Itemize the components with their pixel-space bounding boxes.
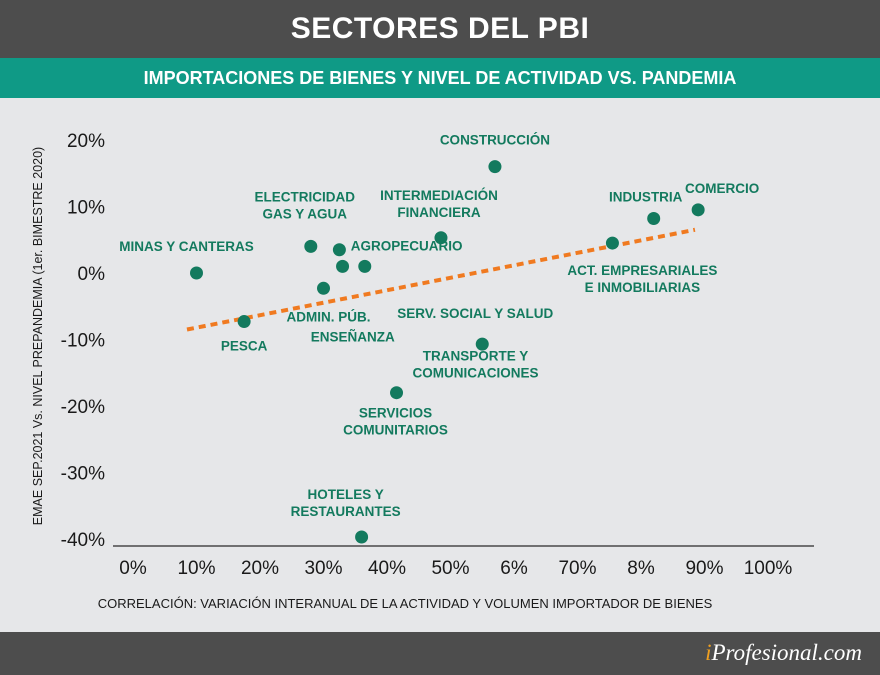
x-tick-label: 100%	[744, 558, 793, 579]
point-label: SERVICIOS COMUNITARIOS	[343, 406, 448, 438]
x-tick-label: 10%	[177, 558, 215, 579]
x-tick-label: 8%	[627, 558, 655, 579]
data-point	[434, 231, 448, 245]
x-tick-label: 20%	[241, 558, 279, 579]
footer-bar: iProfesional.com	[0, 632, 880, 675]
x-tick-label: 6%	[500, 558, 528, 579]
scatter-chart: 20% 10% 0% -10% -20% -30% -40% 0% 10% 20% 30% 40% 5…	[31, 131, 814, 611]
y-tick-label: 10%	[67, 198, 105, 219]
point-label-line: ELECTRICIDAD	[255, 189, 356, 204]
brand-prefix: i	[705, 640, 712, 665]
point-label-line: FINANCIERA	[397, 205, 480, 220]
point-label-line: COMUNITARIOS	[343, 423, 448, 438]
data-points	[190, 160, 705, 544]
point-label: MINAS Y CANTERAS	[119, 239, 254, 254]
y-tick-label: -20%	[61, 397, 105, 418]
y-tick-label: -10%	[61, 331, 105, 352]
point-label-line: ACT. EMPRESARIALES	[567, 263, 717, 278]
point-label: CONSTRUCCIÓN	[440, 133, 550, 148]
x-tick-label: 50%	[431, 558, 469, 579]
point-label-line: E INMOBILIARIAS	[585, 280, 701, 295]
footnote: CORRELACIÓN: VARIACIÓN INTERANUAL DE LA …	[98, 596, 713, 611]
brand-name: Profesional.com	[711, 640, 862, 665]
data-point	[488, 160, 502, 174]
point-label: ENSEÑANZA	[311, 329, 395, 344]
point-label: TRANSPORTE Y COMUNICACIONES	[413, 349, 539, 381]
data-point	[317, 281, 330, 295]
y-tick-label: -40%	[61, 530, 105, 551]
x-tick-label: 30%	[304, 558, 342, 579]
point-label-line: RESTAURANTES	[291, 504, 401, 519]
point-label: PESCA	[221, 339, 268, 354]
data-point	[647, 211, 661, 225]
data-point	[304, 239, 318, 253]
point-label: HOTELES Y RESTAURANTES	[291, 487, 401, 519]
y-tick-label: -30%	[61, 464, 105, 485]
x-axis-ticks: 0% 10% 20% 30% 40% 50% 6% 70% 8% 90% 100%	[119, 558, 792, 579]
data-point	[355, 530, 369, 544]
x-tick-label: 0%	[119, 558, 147, 579]
data-point	[190, 266, 203, 280]
y-tick-label: 0%	[78, 264, 106, 285]
point-label-line: COMUNICACIONES	[413, 366, 539, 381]
point-label: ACT. EMPRESARIALES E INMOBILIARIAS	[567, 263, 717, 295]
chart-subtitle: IMPORTACIONES DE BIENES Y NIVEL DE ACTIV…	[0, 58, 880, 98]
x-tick-label: 70%	[558, 558, 596, 579]
data-point	[237, 315, 251, 329]
point-label-line: GAS Y AGUA	[263, 206, 348, 221]
data-point	[390, 386, 404, 400]
point-label: INTERMEDIACIÓN FINANCIERA	[380, 188, 498, 220]
point-label: COMERCIO	[685, 181, 759, 196]
point-label: SERV. SOCIAL Y SALUD	[397, 306, 553, 321]
x-tick-label: 90%	[685, 558, 723, 579]
point-label-line: TRANSPORTE Y	[423, 349, 529, 364]
y-tick-label: 20%	[67, 131, 105, 152]
point-label: ADMIN. PÚB.	[287, 309, 371, 324]
point-label: AGROPECUARIO	[351, 238, 463, 253]
point-label-line: INTERMEDIACIÓN	[380, 188, 498, 203]
chart-title: SECTORES DEL PBI	[0, 0, 880, 58]
point-label: ELECTRICIDAD GAS Y AGUA	[255, 189, 356, 221]
data-point	[691, 203, 705, 217]
data-point	[475, 337, 489, 351]
point-label: INDUSTRIA	[609, 189, 683, 204]
data-point	[336, 259, 350, 273]
y-axis-ticks: 20% 10% 0% -10% -20% -30% -40%	[61, 131, 105, 551]
point-label-line: SERVICIOS	[359, 406, 432, 421]
data-point	[605, 236, 619, 250]
trendline	[186, 227, 696, 332]
data-point	[332, 243, 346, 257]
brand-logo: iProfesional.com	[705, 640, 862, 666]
x-tick-label: 40%	[368, 558, 406, 579]
point-label-line: HOTELES Y	[307, 487, 383, 502]
data-point	[358, 259, 372, 273]
y-axis-label: EMAE SEP.2021 Vs. NIVEL PREPANDEMIA (1er…	[31, 147, 45, 525]
